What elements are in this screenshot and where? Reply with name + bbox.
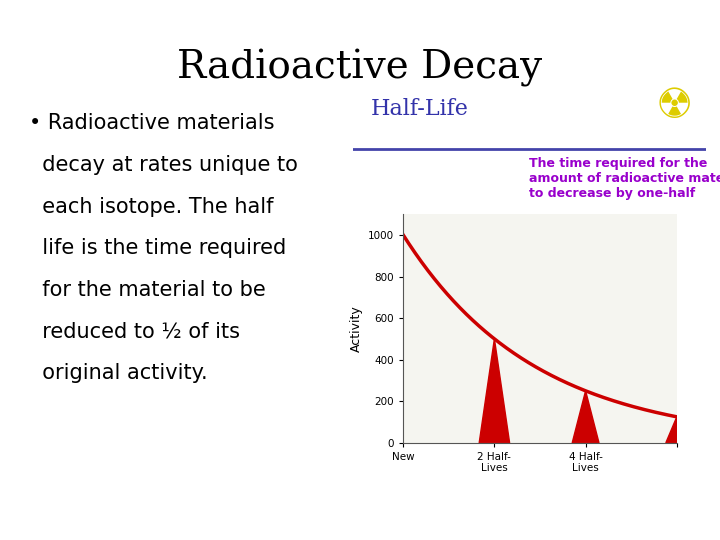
Text: ☢: ☢	[655, 85, 693, 127]
Polygon shape	[480, 339, 510, 443]
Y-axis label: Activity: Activity	[349, 305, 362, 352]
Text: life is the time required: life is the time required	[29, 238, 286, 258]
Text: decay at rates unique to: decay at rates unique to	[29, 155, 297, 175]
Text: original activity.: original activity.	[29, 363, 207, 383]
Text: WHERE LEGENDS ARE MADE: WHERE LEGENDS ARE MADE	[83, 514, 262, 526]
Text: Ⓐ: Ⓐ	[19, 510, 32, 530]
Text: for the material to be: for the material to be	[29, 280, 266, 300]
Text: The time required for the
amount of radioactive material
to decrease by one-half: The time required for the amount of radi…	[529, 157, 720, 200]
Text: • Radioactive materials: • Radioactive materials	[29, 113, 274, 133]
Text: Radioactive Decay: Radioactive Decay	[177, 49, 543, 86]
Text: Half-Life: Half-Life	[371, 98, 468, 120]
Text: reduced to ½ of its: reduced to ½ of its	[29, 321, 240, 341]
Polygon shape	[666, 417, 688, 443]
Polygon shape	[572, 391, 599, 443]
Text: each isotope. The half: each isotope. The half	[29, 197, 274, 217]
